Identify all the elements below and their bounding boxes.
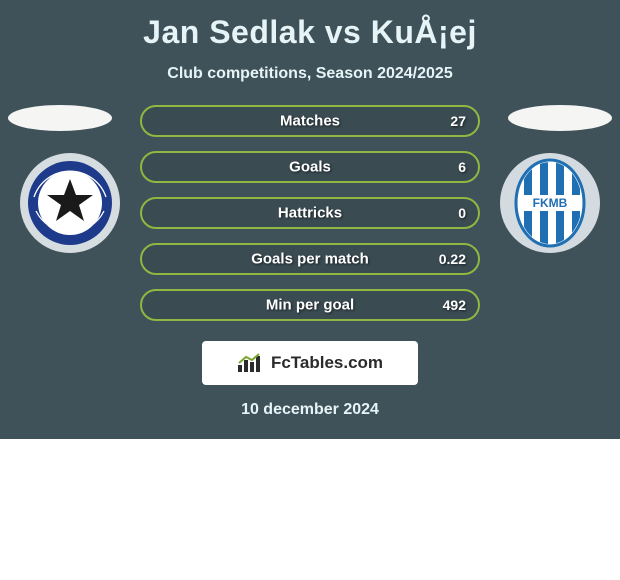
brand-text: FcTables.com (271, 353, 383, 373)
left-player-ellipse (8, 105, 112, 131)
fctables-logo-icon (237, 353, 265, 373)
season-subtitle: Club competitions, Season 2024/2025 (0, 65, 620, 83)
sigma-olomouc-logo-icon (20, 153, 120, 253)
stat-bars: Matches 27 Goals 6 Hattricks 0 (140, 105, 480, 321)
stat-value-right: 492 (443, 297, 466, 313)
left-club-logo (20, 153, 120, 253)
stat-label: Goals per match (251, 251, 369, 268)
stat-value-right: 27 (450, 113, 466, 129)
stats-section: FKMB Matches 27 Goals 6 (0, 105, 620, 321)
stat-label: Hattricks (278, 205, 342, 222)
stat-row-hattricks: Hattricks 0 (140, 197, 480, 229)
right-player-ellipse (508, 105, 612, 131)
stat-row-goals-per-match: Goals per match 0.22 (140, 243, 480, 275)
stat-label: Matches (280, 113, 340, 130)
stat-row-min-per-goal: Min per goal 492 (140, 289, 480, 321)
stat-value-right: 0.22 (439, 251, 466, 267)
page-title: Jan Sedlak vs KuÅ¡ej (0, 14, 620, 51)
stat-value-right: 6 (458, 159, 466, 175)
stat-label: Goals (289, 159, 331, 176)
brand-badge[interactable]: FcTables.com (202, 341, 418, 385)
footer-date: 10 december 2024 (0, 401, 620, 419)
mlada-boleslav-logo-icon: FKMB (500, 153, 600, 253)
stat-value-right: 0 (458, 205, 466, 221)
comparison-card: Jan Sedlak vs KuÅ¡ej Club competitions, … (0, 0, 620, 439)
stat-row-goals: Goals 6 (140, 151, 480, 183)
stat-label: Min per goal (266, 297, 354, 314)
svg-text:FKMB: FKMB (533, 196, 568, 210)
stat-row-matches: Matches 27 (140, 105, 480, 137)
right-club-logo: FKMB (500, 153, 600, 253)
